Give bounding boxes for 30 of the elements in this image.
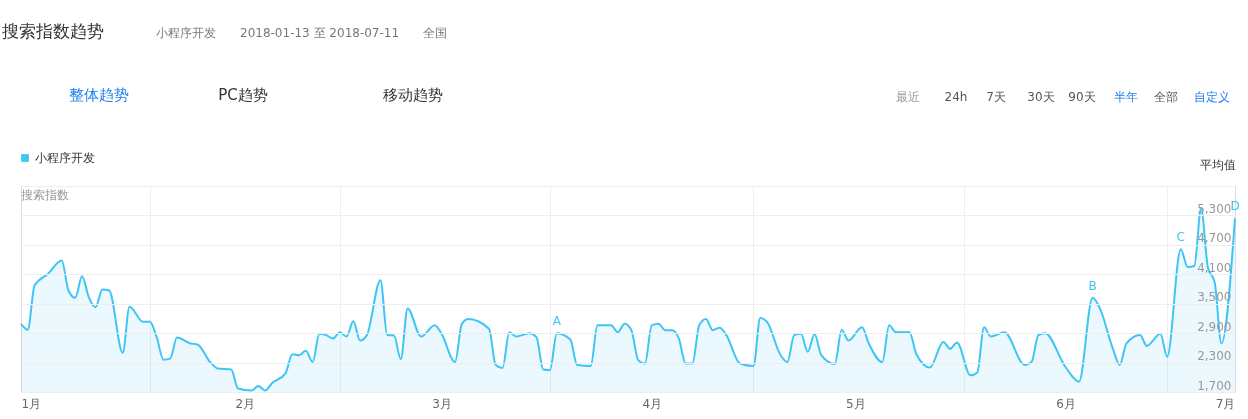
x-tick-label: 1月 [21,396,42,411]
text: 平均值 [1200,158,1236,172]
annotation: C [1176,230,1185,245]
x-tick-label: 5月 [845,396,866,411]
text: 整体趋势 [69,86,129,104]
x-tick-label: 7月 [1215,396,1236,411]
x-tick-label: 3月 [432,396,452,411]
annotation: B [1088,278,1097,293]
x-tick-label: 2月 [235,396,256,411]
text: 移动趋势 [383,86,443,104]
y-tick-label: 2,300 [1197,349,1232,364]
y-axis-title: 搜索指数 [21,188,69,202]
x-tick-label: 4月 [642,396,663,411]
legend-label: 小程序开发 [35,151,95,165]
text: 最近 [896,90,920,104]
y-tick-label: 1,700 [1197,378,1232,393]
x-tick-label: 6月 [1056,396,1076,411]
chart-subtitle: 小程序开发 2018-01-13 至 2018-07-11 全国 [156,26,448,40]
chart-title: 搜索指数趋势 [2,21,104,41]
y-tick-label: 5,300 [1197,201,1232,216]
annotation: D [1230,199,1240,214]
text: 90天 [1068,90,1096,104]
text: 7天 [986,90,1006,104]
text: 半年 [1114,90,1138,104]
annotation: A [552,314,562,329]
text: 全部 [1154,90,1178,104]
text: 自定义 [1194,90,1230,104]
text: 24h [944,90,968,104]
text: 30天 [1027,90,1055,104]
text: PC趋势 [218,86,268,104]
